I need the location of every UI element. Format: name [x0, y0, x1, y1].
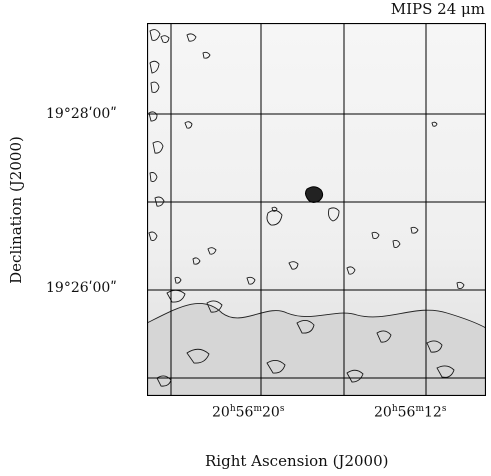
dec-tick-label-1: 19°28ʹ00ʺ — [46, 106, 117, 122]
source-blob — [305, 186, 324, 203]
dec-tick-label-2: 19°26ʹ00ʺ — [46, 280, 117, 296]
contour-map — [147, 23, 486, 396]
bottom-emission — [147, 303, 486, 396]
panel-title: MIPS 24 μm — [390, 0, 485, 18]
plot-frame — [147, 23, 486, 396]
contour-lines — [148, 29, 465, 387]
ra-tick-label-2: 20h56m12s — [374, 404, 447, 421]
coordinate-grid — [147, 23, 486, 396]
x-axis-label: Right Ascension (J2000) — [205, 452, 389, 470]
ra-tick-label-1: 20h56m20s — [212, 404, 285, 421]
